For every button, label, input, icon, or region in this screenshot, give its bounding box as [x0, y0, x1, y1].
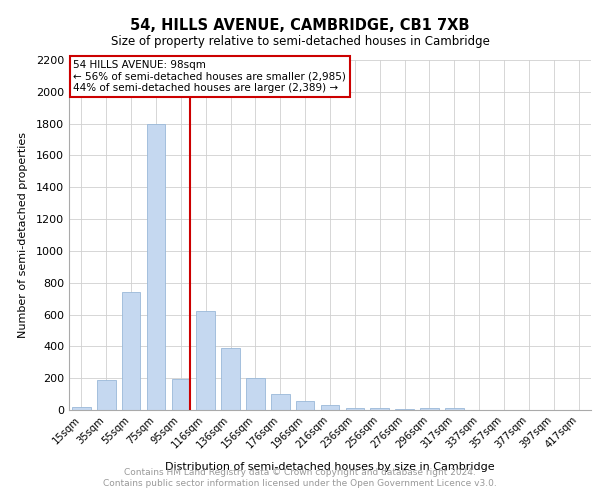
Bar	[370, 408, 389, 410]
Text: 54 HILLS AVENUE: 98sqm
← 56% of semi-detached houses are smaller (2,985)
44% of : 54 HILLS AVENUE: 98sqm ← 56% of semi-det…	[73, 60, 346, 93]
Bar	[97, 380, 116, 410]
Y-axis label: Number of semi-detached properties: Number of semi-detached properties	[17, 132, 28, 338]
Bar	[122, 292, 140, 410]
Text: 54, HILLS AVENUE, CAMBRIDGE, CB1 7XB: 54, HILLS AVENUE, CAMBRIDGE, CB1 7XB	[130, 18, 470, 32]
Bar	[271, 394, 290, 410]
Bar	[221, 348, 240, 410]
Text: Contains HM Land Registry data © Crown copyright and database right 2024.
Contai: Contains HM Land Registry data © Crown c…	[103, 468, 497, 487]
Bar	[146, 124, 166, 410]
Bar	[296, 401, 314, 410]
Bar	[320, 405, 340, 410]
Bar	[246, 378, 265, 410]
Bar	[196, 310, 215, 410]
Bar	[172, 379, 190, 410]
Bar	[346, 408, 364, 410]
Bar	[420, 408, 439, 410]
Text: Size of property relative to semi-detached houses in Cambridge: Size of property relative to semi-detach…	[110, 35, 490, 48]
Bar	[72, 407, 91, 410]
Bar	[445, 408, 464, 410]
X-axis label: Distribution of semi-detached houses by size in Cambridge: Distribution of semi-detached houses by …	[165, 462, 495, 471]
Bar	[395, 409, 414, 410]
